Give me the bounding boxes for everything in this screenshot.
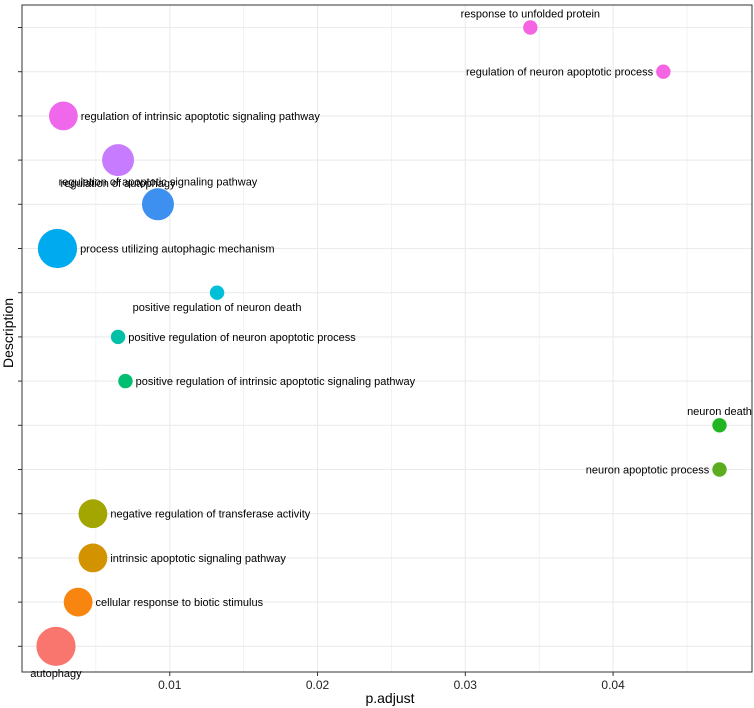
data-point <box>118 373 133 389</box>
point-labels: response to unfolded protein regulation o… <box>30 8 752 680</box>
data-point <box>78 543 108 573</box>
x-tick-label: 0.04 <box>601 678 625 692</box>
data-point <box>209 285 225 300</box>
point-label: process utilizing autophagic mechanism <box>80 244 274 256</box>
point-label: intrinsic apoptotic signaling pathway <box>110 553 286 565</box>
data-point <box>63 587 93 617</box>
x-axis-ticks: 0.01 0.02 0.03 0.04 <box>158 672 625 692</box>
x-axis-title: p.adjust <box>365 690 414 706</box>
x-tick-label: 0.01 <box>158 678 182 692</box>
data-point <box>37 228 78 269</box>
data-point <box>48 101 78 131</box>
gridlines <box>22 5 752 672</box>
point-label: neuron death <box>687 406 752 418</box>
data-point <box>141 188 174 221</box>
point-label: positive regulation of neuron death <box>133 302 302 314</box>
point-label: response to unfolded protein <box>461 8 600 20</box>
point-label: positive regulation of intrinsic apoptot… <box>136 376 416 388</box>
data-point <box>110 329 126 345</box>
data-point <box>656 64 671 79</box>
point-label: positive regulation of neuron apoptotic … <box>128 332 356 344</box>
point-label: cellular response to biotic stimulus <box>96 597 264 609</box>
point-label: neuron apoptotic process <box>586 465 710 477</box>
data-point <box>36 626 76 666</box>
data-point <box>102 144 135 177</box>
point-label: negative regulation of transferase activ… <box>110 509 310 521</box>
data-point <box>523 20 538 35</box>
x-tick-label: 0.02 <box>306 678 330 692</box>
data-points <box>36 20 727 666</box>
point-label: autophagy <box>30 668 82 680</box>
point-label: regulation of neuron apoptotic process <box>466 67 654 79</box>
y-axis-ticks <box>18 27 22 647</box>
plot-panel-border <box>21 4 753 673</box>
data-point <box>712 462 727 477</box>
data-point <box>712 418 727 433</box>
point-label: regulation of autophagy <box>61 178 176 190</box>
x-tick-label: 0.03 <box>454 678 478 692</box>
data-point <box>78 499 108 529</box>
point-label: regulation of intrinsic apoptotic signal… <box>81 111 321 123</box>
y-axis-title: Description <box>0 298 16 368</box>
point-label: regulation of apoptotic signaling pathwa… <box>59 176 258 188</box>
